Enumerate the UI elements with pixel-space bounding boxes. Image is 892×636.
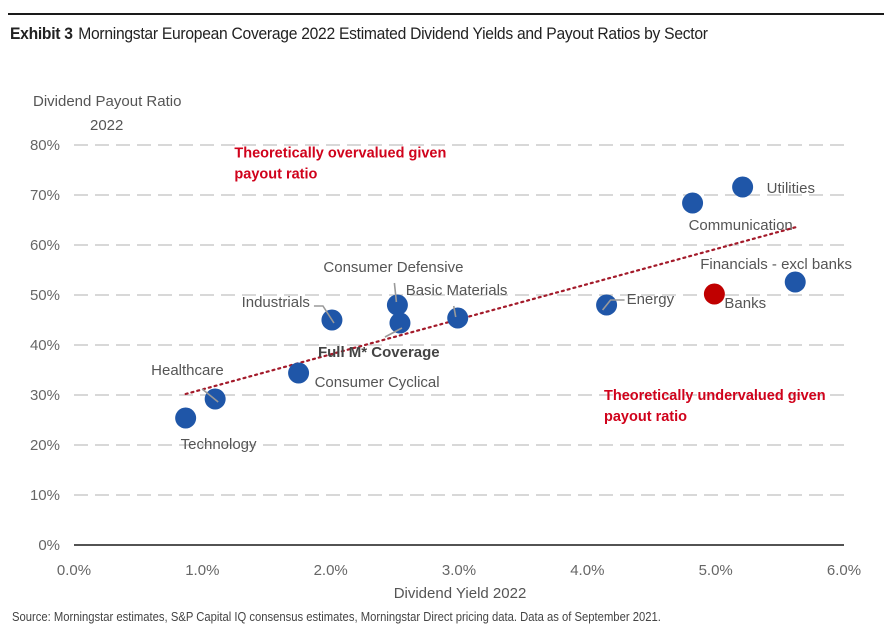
data-point-communication [682, 192, 704, 214]
y-tick-label: 20% [30, 437, 60, 454]
point-labels: Utilities Communication Financials - excl … [151, 180, 852, 453]
y-tick-label: 10% [30, 487, 60, 504]
leader-lines [201, 282, 625, 403]
leader-line [313, 305, 335, 324]
y-tick-label: 80% [30, 137, 60, 154]
annotation-text: Theoretically undervalued given payout ra… [604, 388, 826, 425]
y-tick-label: 60% [30, 237, 60, 254]
y-axis-title-line2: 2022 [90, 117, 123, 134]
leader-line [452, 305, 457, 318]
exhibit-number: Exhibit 3 [10, 24, 73, 43]
annotation-text: Theoretically overvalued given payout rat… [234, 146, 446, 183]
leader-line [601, 299, 625, 311]
y-tick-label: 40% [30, 337, 60, 354]
annotation-line: payout ratio [604, 409, 687, 425]
x-axis-title: Dividend Yield 2022 [394, 585, 527, 602]
data-point-financials-excl-banks [784, 271, 806, 293]
x-tick-label: 3.0% [442, 562, 476, 579]
data-point-banks [703, 283, 725, 305]
x-tick-label: 0.0% [57, 562, 91, 579]
data-points [175, 176, 806, 429]
x-tick-label: 5.0% [699, 562, 733, 579]
source-note: Source: Morningstar estimates, S&P Capit… [12, 610, 661, 624]
data-point-utilities [732, 176, 754, 198]
x-tick-label: 6.0% [827, 562, 861, 579]
annotation-line: Theoretically overvalued given [234, 146, 446, 162]
annotations: Theoretically overvalued given payout rat… [234, 146, 825, 426]
x-tick-label: 2.0% [314, 562, 348, 579]
point-label: Banks [724, 295, 766, 312]
point-label: Communication [689, 217, 793, 234]
point-label: Technology [181, 436, 257, 453]
y-axis: 0% 10% 20% 30% 40% 50% 60% 70% 80% [30, 137, 60, 554]
top-rule [8, 13, 884, 15]
point-label: Consumer Cyclical [315, 374, 440, 391]
y-tick-label: 50% [30, 287, 60, 304]
data-point-consumer-cyclical [288, 362, 310, 384]
data-point-technology [175, 407, 197, 429]
data-point-basic-materials [447, 307, 469, 329]
leader-line [393, 282, 398, 303]
point-label: Healthcare [151, 362, 224, 379]
chart-title: Exhibit 3 Morningstar European Coverage 2… [10, 24, 708, 44]
annotation-line: Theoretically undervalued given [604, 388, 826, 404]
x-tick-label: 4.0% [570, 562, 604, 579]
point-label: Financials - excl banks [700, 256, 852, 273]
annotation-line: payout ratio [234, 167, 317, 183]
y-tick-label: 0% [38, 537, 60, 554]
trendline-path [184, 225, 798, 396]
y-tick-label: 70% [30, 187, 60, 204]
title-text: Morningstar European Coverage 2022 Estim… [78, 24, 708, 43]
data-point-full-m-coverage [389, 312, 411, 334]
gridlines [74, 144, 844, 546]
point-label: Basic Materials [406, 282, 508, 299]
point-label: Energy [627, 291, 675, 308]
y-axis-title-line1: Dividend Payout Ratio [33, 93, 181, 110]
trendline [184, 225, 798, 396]
y-tick-label: 30% [30, 387, 60, 404]
x-axis: 0.0% 1.0% 2.0% 3.0% 4.0% 5.0% 6.0% [57, 562, 861, 579]
leader-line [384, 327, 403, 338]
x-tick-label: 1.0% [185, 562, 219, 579]
point-label: Industrials [242, 294, 310, 311]
leader-line [201, 388, 219, 403]
point-label: Full M* Coverage [318, 344, 440, 361]
data-point-consumer-defensive [386, 294, 408, 316]
point-label: Consumer Defensive [323, 259, 463, 276]
point-label: Utilities [767, 180, 815, 197]
